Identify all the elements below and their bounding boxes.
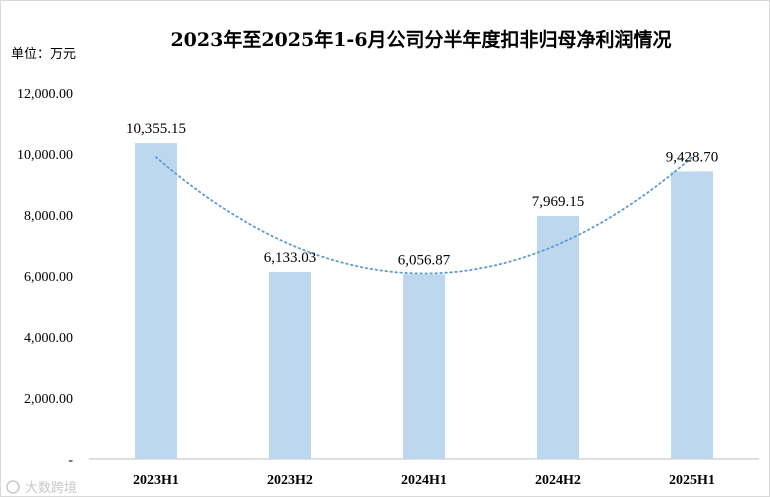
data-label: 7,969.15 bbox=[532, 194, 585, 210]
bars bbox=[135, 143, 713, 460]
x-category-label: 2024H2 bbox=[535, 473, 581, 488]
x-category-label: 2023H2 bbox=[267, 473, 313, 488]
y-tick-label: 8,000.00 bbox=[24, 209, 73, 224]
chart-title: 2023年至2025年1-6月公司分半年度扣非归母净利润情况 bbox=[170, 28, 671, 51]
y-tick-label: 4,000.00 bbox=[24, 331, 73, 346]
bar-2024h1 bbox=[403, 274, 445, 459]
data-label: 6,133.03 bbox=[264, 250, 317, 266]
bar-2024h2 bbox=[537, 215, 579, 459]
watermark-logo-icon bbox=[6, 480, 20, 494]
data-labels: 10,355.15 6,133.03 6,056.87 7,969.15 9,428.7… bbox=[126, 121, 718, 268]
y-tick-label: - bbox=[68, 453, 73, 468]
watermark-text: 大数跨境 bbox=[25, 481, 77, 496]
data-label: 6,056.87 bbox=[398, 252, 451, 268]
data-label: 9,428.70 bbox=[666, 149, 719, 165]
y-tick-label: 6,000.00 bbox=[24, 270, 73, 285]
y-tick-label: 12,000.00 bbox=[17, 87, 73, 102]
trendline bbox=[155, 156, 693, 275]
unit-label: 单位：万元 bbox=[11, 47, 76, 62]
x-axis-categories: 2023H1 2023H2 2024H1 2024H2 2025H1 bbox=[133, 473, 715, 488]
y-tick-label: 2,000.00 bbox=[24, 392, 73, 407]
x-category-label: 2025H1 bbox=[669, 473, 715, 488]
watermark: 大数跨境 bbox=[6, 480, 77, 496]
y-tick-label: 10,000.00 bbox=[17, 148, 73, 163]
y-axis: - 2,000.00 4,000.00 6,000.00 8,000.00 10,000.… bbox=[17, 87, 73, 468]
data-label: 10,355.15 bbox=[126, 121, 186, 137]
x-category-label: 2024H1 bbox=[401, 473, 447, 488]
x-category-label: 2023H1 bbox=[133, 473, 179, 488]
bar-2023h2 bbox=[269, 271, 311, 459]
bar-2023h1 bbox=[135, 143, 177, 460]
bar-2025h1 bbox=[671, 171, 713, 459]
